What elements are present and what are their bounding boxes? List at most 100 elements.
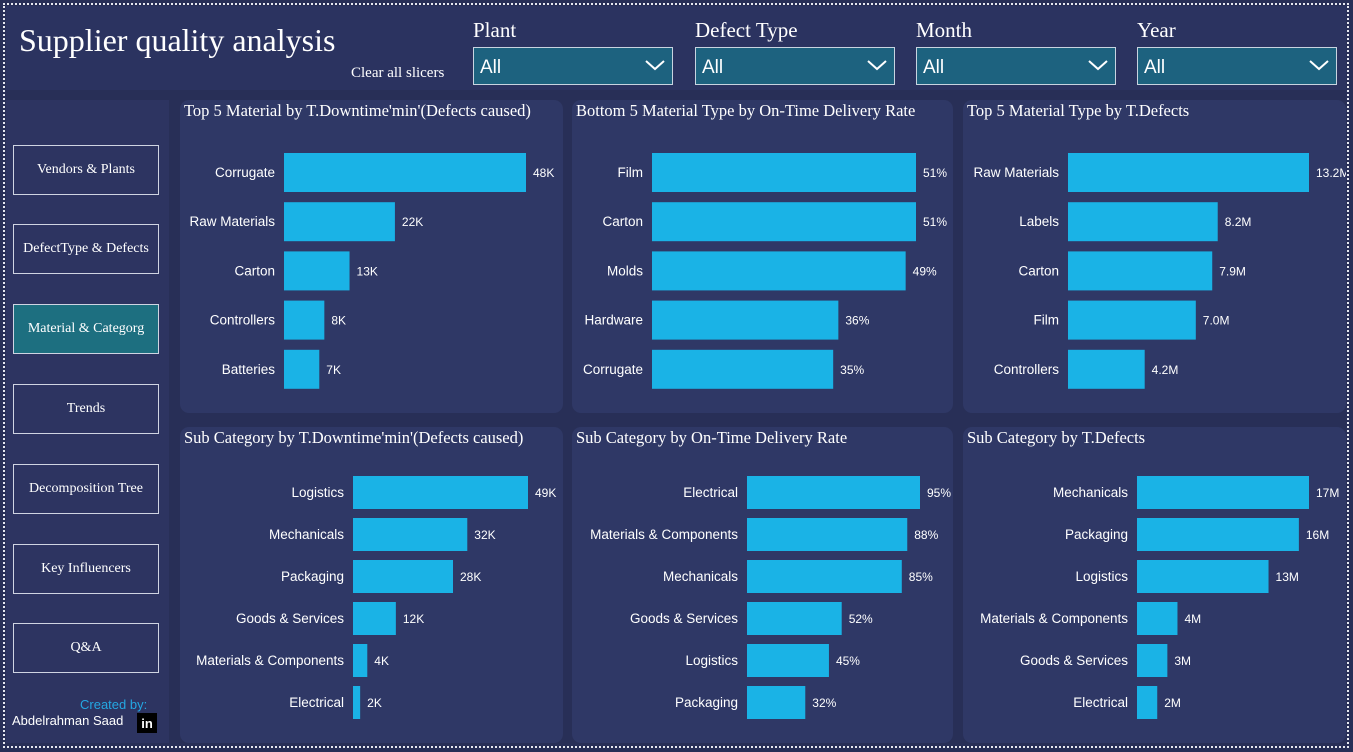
bar[interactable] [1137, 518, 1299, 551]
bar[interactable] [1137, 476, 1309, 509]
data-label: 49% [913, 264, 937, 278]
bar[interactable] [652, 300, 839, 340]
data-label: 17M [1316, 486, 1339, 500]
author-name: Abdelrahman Saad [12, 713, 124, 728]
bar-chart: Corrugate 48K Raw Materials 22K Carton 13K Con… [189, 153, 554, 389]
category-label: Electrical [683, 485, 738, 500]
bar[interactable] [747, 686, 806, 719]
data-label: 22K [402, 215, 423, 229]
data-label: 4.2M [1152, 363, 1179, 377]
data-label: 2K [367, 696, 382, 710]
category-label: Batteries [222, 362, 276, 377]
data-label: 3M [1174, 654, 1191, 668]
category-label: Packaging [281, 569, 344, 584]
data-label: 32K [474, 528, 495, 542]
bar[interactable] [1068, 349, 1145, 389]
bar[interactable] [1068, 153, 1309, 192]
category-label: Corrugate [215, 165, 275, 180]
data-label: 36% [845, 314, 869, 328]
data-label: 45% [836, 654, 860, 668]
nav-trends[interactable]: Trends [13, 384, 159, 434]
category-label: Controllers [994, 362, 1060, 377]
category-label: Carton [1018, 263, 1059, 278]
chart-card-top5-material-defects: Top 5 Material Type by T.Defects Raw Mat… [963, 100, 1346, 413]
category-label: Raw Materials [973, 165, 1059, 180]
data-label: 7.9M [1219, 264, 1246, 278]
bar-chart: Electrical 95% Materials & Components 88% Me… [590, 476, 951, 719]
month-dropdown[interactable]: All [916, 47, 1116, 85]
nav-vendors-plants[interactable]: Vendors & Plants [13, 145, 159, 195]
slicer-value: All [480, 57, 502, 78]
bar[interactable] [1137, 686, 1158, 719]
bar[interactable] [353, 686, 361, 719]
category-label: Materials & Components [196, 653, 344, 668]
bar[interactable] [353, 602, 396, 635]
chart-card-bottom5-material-otd: Bottom 5 Material Type by On-Time Delive… [572, 100, 953, 413]
category-label: Electrical [1073, 695, 1128, 710]
chart-title: Bottom 5 Material Type by On-Time Delive… [576, 101, 916, 120]
bar[interactable] [353, 644, 368, 677]
category-label: Logistics [291, 485, 344, 500]
sidebar: Vendors & Plants DefectType & Defects Ma… [6, 100, 169, 743]
data-label: 48K [533, 166, 554, 180]
slicer-label: Month [916, 18, 973, 42]
nav-decomposition-tree[interactable]: Decomposition Tree [13, 464, 159, 514]
defect-type-dropdown[interactable]: All [695, 47, 895, 85]
bar-chart: Mechanicals 17M Packaging 16M Logistics 13M Ma… [980, 476, 1339, 719]
bar[interactable] [652, 251, 906, 291]
bar[interactable] [353, 560, 453, 593]
bar[interactable] [747, 644, 829, 677]
bar[interactable] [1137, 602, 1178, 635]
data-label: 49K [535, 486, 556, 500]
bar[interactable] [353, 476, 528, 509]
linkedin-icon[interactable]: in [137, 713, 157, 733]
bar[interactable] [284, 349, 320, 389]
category-label: Mechanicals [269, 527, 344, 542]
data-label: 13.2M [1316, 166, 1346, 180]
bar[interactable] [284, 153, 526, 192]
bar[interactable] [284, 202, 395, 242]
bar[interactable] [652, 202, 916, 242]
bar[interactable] [1068, 300, 1196, 340]
bar[interactable] [652, 153, 916, 192]
category-label: Packaging [1065, 527, 1128, 542]
nav-material-category[interactable]: Material & Categorg [13, 304, 159, 354]
bar[interactable] [652, 349, 834, 389]
year-dropdown[interactable]: All [1137, 47, 1337, 85]
slicer-month: Month All [916, 17, 1116, 85]
nav-qa[interactable]: Q&A [13, 623, 159, 673]
category-label: Hardware [584, 313, 643, 328]
chart-title: Sub Category by T.Defects [967, 428, 1146, 447]
category-label: Raw Materials [189, 214, 275, 229]
bar[interactable] [1137, 644, 1168, 677]
bar[interactable] [747, 476, 920, 509]
nav-defecttype-defects[interactable]: DefectType & Defects [13, 224, 159, 274]
category-label: Materials & Components [590, 527, 738, 542]
clear-slicers-button[interactable]: Clear all slicers [351, 65, 445, 81]
bar[interactable] [353, 518, 468, 551]
data-label: 7K [326, 363, 341, 377]
slicer-label: Defect Type [695, 18, 798, 42]
slicer-label: Year [1137, 18, 1176, 42]
data-label: 85% [909, 570, 933, 584]
bar[interactable] [1068, 202, 1218, 242]
bar[interactable] [1137, 560, 1269, 593]
bar[interactable] [747, 518, 908, 551]
bar[interactable] [1068, 251, 1213, 291]
data-label: 35% [840, 363, 864, 377]
chevron-down-icon [1088, 60, 1108, 71]
chart-card-top5-material-downtime: Top 5 Material by T.Downtime'min'(Defect… [180, 100, 563, 413]
bar[interactable] [747, 602, 842, 635]
data-label: 13K [357, 264, 378, 278]
bar-chart: Raw Materials 13.2M Labels 8.2M Carton 7.9M Fi… [973, 153, 1346, 389]
plant-dropdown[interactable]: All [473, 47, 673, 85]
nav-key-influencers[interactable]: Key Influencers [13, 544, 159, 594]
category-label: Corrugate [583, 362, 643, 377]
chart-title: Sub Category by On-Time Delivery Rate [576, 428, 848, 447]
data-label: 8.2M [1225, 215, 1252, 229]
bar[interactable] [747, 560, 902, 593]
bar[interactable] [284, 251, 350, 291]
data-label: 2M [1164, 696, 1181, 710]
bar[interactable] [284, 300, 325, 340]
category-label: Controllers [210, 313, 276, 328]
